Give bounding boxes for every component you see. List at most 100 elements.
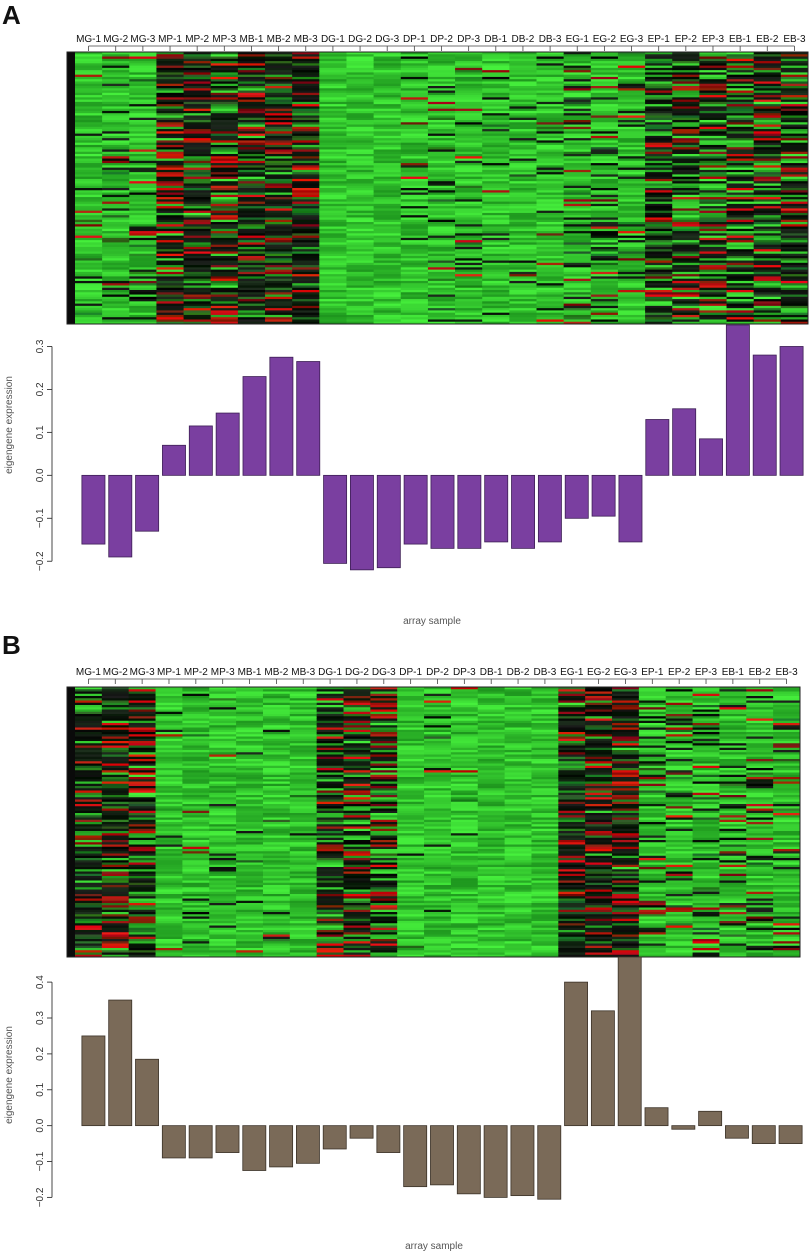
panel-b-heatmap: [67, 687, 800, 957]
bar-eb-3: [778, 1125, 803, 1144]
y-tick-label: 0.1: [35, 425, 46, 439]
bar-mb-1: [242, 1125, 267, 1171]
column-label-eb-3: EB-3: [783, 34, 806, 45]
bar-mg-2: [108, 474, 133, 558]
column-label-db-2: DB-2: [512, 34, 535, 45]
column-label-ep-1: EP-1: [648, 34, 671, 45]
bar-db-2: [510, 1125, 535, 1197]
bar-dg-3: [376, 474, 401, 569]
column-label-mb-3: MB-3: [291, 667, 315, 678]
bar-dg-1: [322, 1125, 347, 1150]
heatmap-column-ep-3: [699, 52, 728, 324]
panel-b-heatmap-border: [66, 686, 801, 958]
bar-mg-3: [135, 1058, 159, 1127]
column-label-eb-2: EB-2: [749, 667, 772, 678]
column-label-dg-1: DG-1: [318, 667, 342, 678]
heatmap-column-eb-2: [746, 687, 774, 957]
bar-eb-3: [779, 346, 804, 476]
bar-db-1: [483, 1125, 508, 1198]
bar-dp-2: [430, 1125, 454, 1186]
y-tick-label: −0.1: [35, 1151, 46, 1171]
heatmap-column-eg-3: [612, 687, 640, 957]
bar-dp-1: [403, 474, 428, 545]
heatmap-column-mb-2: [262, 687, 291, 957]
column-label-db-3: DB-3: [534, 667, 557, 678]
bar-dg-2: [349, 1125, 374, 1139]
column-label-mp-2: MP-2: [185, 34, 209, 45]
panel-a-letter: A: [2, 0, 21, 30]
column-label-db-1: DB-1: [484, 34, 507, 45]
bar-mp-3: [215, 1125, 240, 1153]
heatmap-column-eb-1: [726, 52, 755, 324]
bar-mp-2: [188, 1125, 213, 1159]
column-label-mg-3: MG-3: [130, 34, 155, 45]
bar-mb-1: [242, 376, 267, 476]
column-label-mp-1: MP-1: [158, 34, 182, 45]
column-label-db-2: DB-2: [507, 667, 530, 678]
heatmap-column-ep-2: [672, 52, 701, 324]
bar-ep-3: [698, 1110, 723, 1127]
column-label-eg-3: EG-3: [614, 667, 638, 678]
heatmap-left-strip: [67, 52, 75, 324]
heatmap-column-mg-3: [129, 52, 158, 324]
column-label-mp-2: MP-2: [184, 667, 208, 678]
column-label-mb-2: MB-2: [264, 667, 288, 678]
heatmap-left-strip: [67, 687, 75, 957]
column-label-dg-3: DG-3: [372, 667, 396, 678]
heatmap-column-dg-3: [370, 687, 398, 957]
heatmap-column-mg-1: [75, 52, 103, 324]
heatmap-column-dp-1: [397, 687, 425, 957]
bar-mp-1: [161, 1125, 186, 1159]
panel-a-xlabel: array sample: [403, 616, 461, 627]
column-label-eb-1: EB-1: [729, 34, 752, 45]
heatmap-column-dp-3: [455, 52, 483, 324]
bar-eg-1: [564, 981, 588, 1127]
column-label-dg-2: DG-2: [345, 667, 369, 678]
bar-dg-2: [349, 474, 374, 571]
column-label-mg-2: MG-2: [103, 667, 128, 678]
heatmap-column-dp-2: [427, 52, 456, 324]
column-label-eb-1: EB-1: [722, 667, 745, 678]
panel-a-bar-chart: −0.2 −0.1 0.0 0.1 0.2 0.3: [35, 324, 804, 571]
heatmap-column-db-3: [536, 52, 565, 324]
column-label-dp-2: DP-2: [430, 34, 453, 45]
bar-ep-1: [644, 1107, 669, 1127]
bar-eg-2: [590, 1010, 615, 1127]
heatmap-column-mg-2: [101, 687, 130, 957]
heatmap-column-dp-2: [424, 687, 452, 957]
bar-mp-1: [162, 444, 186, 476]
panel-a-heatmap: [67, 52, 808, 324]
column-label-mp-3: MP-3: [212, 34, 236, 45]
column-label-mg-3: MG-3: [130, 667, 155, 678]
heatmap-column-dp-1: [400, 52, 429, 324]
heatmap-column-db-1: [482, 52, 510, 324]
bar-ep-3: [699, 438, 723, 476]
heatmap-column-db-2: [504, 687, 533, 957]
heatmap-column-db-2: [509, 52, 538, 324]
bar-mb-2: [269, 356, 294, 476]
heatmap-column-eb-1: [719, 687, 747, 957]
heatmap-column-mp-1: [156, 52, 185, 324]
column-label-dg-1: DG-1: [321, 34, 345, 45]
column-label-dp-3: DP-3: [453, 667, 476, 678]
bar-dp-3: [456, 1125, 481, 1195]
column-label-ep-3: EP-3: [702, 34, 725, 45]
heatmap-column-mp-2: [182, 687, 210, 957]
column-label-dg-2: DG-2: [348, 34, 372, 45]
y-tick-label: 0.0: [35, 468, 46, 482]
heatmap-column-db-3: [531, 687, 559, 957]
y-tick-label: 0.2: [35, 1046, 46, 1060]
heatmap-column-dp-3: [450, 687, 479, 957]
heatmap-column-mp-1: [155, 687, 184, 957]
bar-mg-2: [108, 999, 133, 1127]
bar-db-3: [537, 1125, 562, 1200]
panel-a: A MG-1 MG-2 MG-3 MP-1 MP-2 MP-3 MB-1 MB-2 MB-3 DG…: [2, 0, 809, 627]
heatmap-column-mb-3: [289, 687, 318, 957]
heatmap-column-mp-3: [209, 687, 237, 957]
column-label-eg-1: EG-1: [560, 667, 584, 678]
heatmap-column-dg-2: [343, 687, 371, 957]
bar-ep-2: [672, 408, 697, 476]
column-label-mb-2: MB-2: [267, 34, 291, 45]
column-label-ep-1: EP-1: [641, 667, 664, 678]
heatmap-column-eg-2: [585, 687, 613, 957]
